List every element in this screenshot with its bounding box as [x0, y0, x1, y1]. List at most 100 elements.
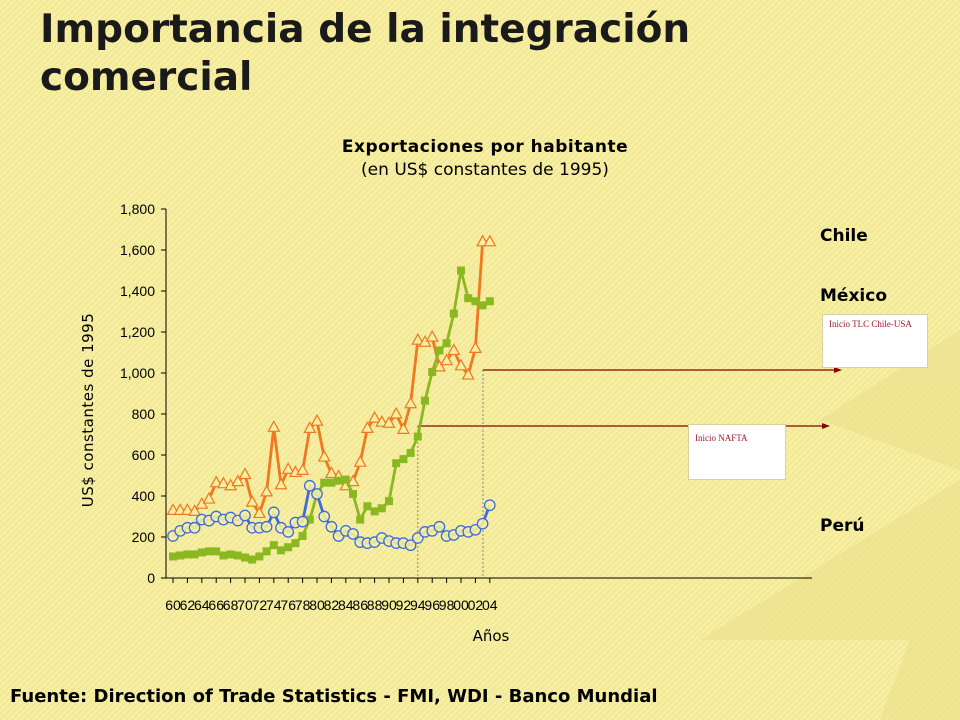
- x-tick-label: 86: [352, 597, 368, 613]
- data-point: [392, 459, 401, 468]
- data-point: [468, 341, 482, 353]
- data-point: [269, 541, 278, 550]
- data-point: [399, 455, 408, 464]
- data-point: [413, 432, 422, 441]
- data-point: [349, 489, 357, 498]
- data-point: [385, 497, 393, 506]
- data-point: [296, 515, 309, 528]
- data-point: [464, 294, 473, 303]
- data-point: [190, 550, 199, 559]
- data-point: [454, 358, 468, 371]
- data-point: [317, 449, 331, 462]
- y-tick-label: 1,800: [120, 201, 155, 217]
- x-tick-label: 62: [180, 597, 196, 613]
- arrowhead-nafta: [822, 423, 830, 429]
- data-point: [368, 410, 382, 423]
- x-tick-label: 78: [295, 597, 311, 613]
- data-point: [303, 479, 316, 492]
- data-point: [432, 359, 446, 372]
- data-point: [449, 309, 458, 318]
- data-point: [233, 551, 242, 560]
- x-tick-label: 84: [338, 597, 354, 613]
- y-tick-label: 800: [132, 406, 156, 422]
- x-tick-label: 02: [468, 597, 484, 613]
- data-point: [176, 551, 185, 560]
- series-label-perú: Perú: [820, 516, 864, 536]
- data-point: [188, 521, 201, 534]
- chart-title: Exportaciones por habitante: [341, 137, 629, 157]
- series-label-méxico: México: [820, 286, 887, 306]
- data-point: [363, 502, 372, 511]
- series-perú: [167, 479, 496, 552]
- data-point: [180, 503, 194, 515]
- data-point: [202, 491, 216, 504]
- x-tick-label: 60: [165, 597, 181, 613]
- x-tick-label: 64: [194, 597, 210, 613]
- chart-subtitle: (en US$ constantes de 1995): [361, 160, 609, 180]
- data-point: [277, 546, 285, 555]
- data-point: [389, 406, 403, 419]
- data-point: [370, 507, 379, 516]
- x-tick-label: 04: [482, 597, 498, 613]
- data-point: [197, 548, 206, 557]
- x-tick-label: 82: [324, 597, 340, 613]
- data-point: [406, 448, 415, 457]
- data-point: [291, 539, 300, 548]
- data-point: [346, 474, 360, 487]
- data-point: [447, 343, 461, 356]
- series-méxico: [169, 266, 494, 564]
- data-point: [303, 421, 317, 433]
- data-point: [324, 466, 338, 479]
- data-point: [298, 531, 307, 540]
- data-point: [356, 515, 365, 524]
- x-tick-label: 96: [424, 597, 440, 613]
- data-point: [377, 504, 386, 513]
- slide-title: Importancia de la integración comercial: [40, 7, 691, 100]
- chart-series: [166, 234, 497, 564]
- y-tick-label: 400: [132, 488, 156, 504]
- data-point: [485, 297, 494, 306]
- data-point: [267, 420, 281, 432]
- data-point: [435, 346, 444, 355]
- source-note: Fuente: Direction of Trade Statistics - …: [10, 686, 658, 707]
- x-tick-label: 92: [396, 597, 412, 613]
- data-point: [320, 478, 329, 487]
- x-axis-label: Años: [473, 627, 510, 645]
- data-point: [311, 488, 323, 500]
- x-tick-label: 66: [208, 597, 224, 613]
- series-labels: Chile México Perú: [820, 226, 887, 536]
- data-point: [440, 353, 454, 366]
- data-point: [334, 476, 343, 485]
- data-point: [284, 543, 293, 552]
- x-tick-label: 90: [381, 597, 397, 613]
- data-point: [219, 551, 228, 560]
- y-tick-label: 1,400: [120, 283, 155, 299]
- y-axis-label: US$ constantes de 1995: [79, 313, 97, 508]
- data-point: [305, 515, 314, 524]
- data-point: [404, 396, 418, 409]
- data-point: [252, 506, 266, 519]
- data-point: [260, 520, 273, 533]
- data-point: [457, 266, 465, 275]
- chart-title-block: Exportaciones por habitante (en US$ cons…: [300, 136, 670, 182]
- x-tick-label: 94: [410, 597, 426, 613]
- data-point: [483, 234, 497, 247]
- data-point: [360, 421, 374, 433]
- data-point: [396, 422, 410, 434]
- data-point: [183, 550, 192, 559]
- data-point: [245, 494, 259, 507]
- data-point: [341, 475, 350, 484]
- x-tick-label: 76: [280, 597, 296, 613]
- data-point: [411, 332, 425, 345]
- x-tick-label: 72: [252, 597, 268, 613]
- data-point: [483, 499, 496, 512]
- data-point: [318, 510, 331, 523]
- y-tick-label: 1,000: [120, 365, 155, 381]
- data-point: [347, 528, 359, 540]
- data-point: [209, 475, 223, 488]
- data-point: [382, 415, 396, 428]
- x-tick-label: 98: [439, 597, 455, 613]
- data-point: [442, 339, 451, 348]
